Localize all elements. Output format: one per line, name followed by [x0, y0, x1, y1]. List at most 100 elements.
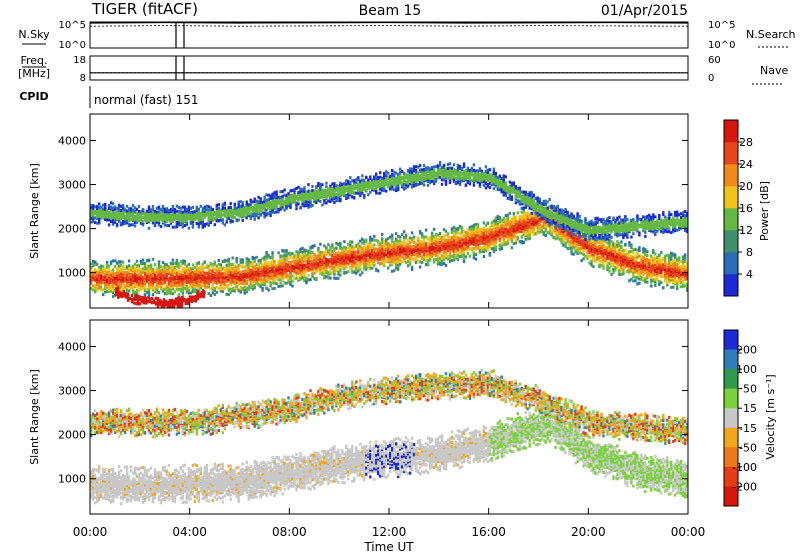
power-marks-cell: [550, 227, 553, 230]
power-marks-cell: [309, 259, 312, 263]
power-marks-cell: [456, 244, 460, 248]
power-marks-cell: [436, 240, 440, 243]
power-marks-cell: [389, 243, 392, 247]
power-marks-cell: [311, 251, 314, 255]
power-marks-cell: [211, 291, 214, 295]
power-marks-cell: [606, 263, 609, 267]
power-marks-cell: [383, 243, 386, 247]
power-marks-cell: [225, 272, 228, 276]
power-marks-cell: [235, 280, 238, 284]
power-marks-cell: [636, 255, 639, 259]
power-marks-cell: [528, 205, 531, 209]
power-marks-cell: [436, 253, 440, 257]
power-marks-cell: [426, 241, 430, 245]
power-marks-cell: [207, 281, 210, 285]
power-marks-cell: [215, 290, 218, 294]
power-marks-cell: [520, 230, 523, 234]
power-marks-cell: [608, 255, 611, 259]
power-marks-cell: [642, 273, 645, 277]
power-marks-cell: [151, 270, 155, 273]
power-marks-cell: [640, 258, 643, 262]
power-marks-cell: [301, 250, 304, 254]
power-marks-cell: [181, 277, 185, 281]
power-marks-cell: [582, 230, 585, 234]
power-marks-cell: [191, 285, 195, 289]
power-marks-cell: [261, 270, 264, 274]
power-marks-cell: [454, 253, 458, 257]
power-marks-cell: [668, 270, 671, 274]
power-marks-cell: [566, 240, 569, 244]
power-marks-cell: [474, 257, 478, 261]
power-marks-cell: [582, 249, 585, 253]
power-marks-cell: [556, 209, 559, 212]
power-marks-cell: [253, 256, 256, 260]
power-marks-cell: [588, 241, 591, 245]
power-marks-cell: [428, 243, 432, 247]
power-marks-cell: [183, 270, 187, 274]
power-marks-cell: [231, 256, 234, 260]
power-marks-cell: [153, 280, 157, 284]
power-marks-cell: [181, 261, 185, 265]
power-marks-cell: [666, 281, 669, 285]
power-marks-cell: [293, 260, 296, 264]
power-marks-cell: [203, 277, 206, 281]
power-marks-cell: [269, 269, 272, 273]
power-marks-cell: [518, 220, 521, 224]
power-marks-cell: [484, 228, 488, 232]
power-marks-cell: [327, 273, 330, 277]
power-marks-cell: [422, 244, 426, 248]
power-marks-cell: [442, 255, 446, 259]
power-marks-cell: [430, 235, 434, 239]
power-marks-cell: [614, 258, 617, 262]
power-marks-cell: [422, 254, 426, 258]
power-marks-cell: [92, 219, 95, 223]
power-marks-cell: [193, 265, 197, 269]
power-marks-cell: [526, 232, 529, 235]
power-marks-cell: [287, 280, 290, 284]
power-marks-cell: [568, 246, 571, 250]
power-marks-cell: [540, 219, 543, 223]
power-marks-cell: [201, 262, 204, 266]
power-marks-cell: [674, 273, 677, 277]
power-marks-cell: [524, 216, 527, 220]
power-marks-cell: [109, 205, 113, 209]
power-marks-cell: [275, 267, 278, 271]
power-marks-cell: [273, 260, 276, 264]
power-marks-cell: [640, 264, 643, 268]
power-marks-cell: [426, 244, 430, 248]
power-marks-cell: [251, 280, 254, 284]
power-marks-cell: [478, 250, 482, 254]
power-marks-cell: [528, 232, 531, 236]
power-marks-cell: [391, 239, 394, 243]
power-marks-cell: [135, 281, 139, 285]
power-marks-cell: [223, 283, 226, 287]
power-marks-cell: [235, 278, 238, 282]
power-marks-cell: [171, 258, 175, 262]
power-marks-cell: [115, 206, 119, 210]
power-marks-cell: [349, 266, 352, 270]
power-marks-cell: [185, 284, 189, 288]
power-marks-cell: [161, 289, 165, 293]
power-marks-cell: [213, 271, 216, 275]
power-marks-cell: [251, 261, 254, 264]
power-marks-cell: [153, 290, 157, 294]
power-marks-cell: [137, 272, 141, 276]
power-marks-cell: [674, 264, 677, 268]
power-marks-cell: [576, 235, 579, 239]
power-marks-cell: [205, 280, 208, 284]
power-marks-cell: [145, 272, 149, 276]
power-marks-cell: [564, 243, 567, 247]
power-marks-cell: [363, 264, 366, 268]
power-marks-cell: [285, 266, 288, 270]
power-marks-cell: [532, 217, 535, 221]
power-marks-cell: [444, 263, 448, 267]
power-marks-cell: [111, 202, 115, 206]
power-marks-cell: [143, 267, 147, 271]
power-marks-cell: [604, 247, 607, 251]
power-marks-cell: [496, 221, 499, 224]
power-marks-cell: [648, 264, 651, 267]
power-marks-cell: [401, 249, 404, 253]
power-marks-cell: [628, 260, 631, 264]
power-marks-cell: [644, 259, 647, 263]
power-marks-cell: [267, 255, 270, 259]
